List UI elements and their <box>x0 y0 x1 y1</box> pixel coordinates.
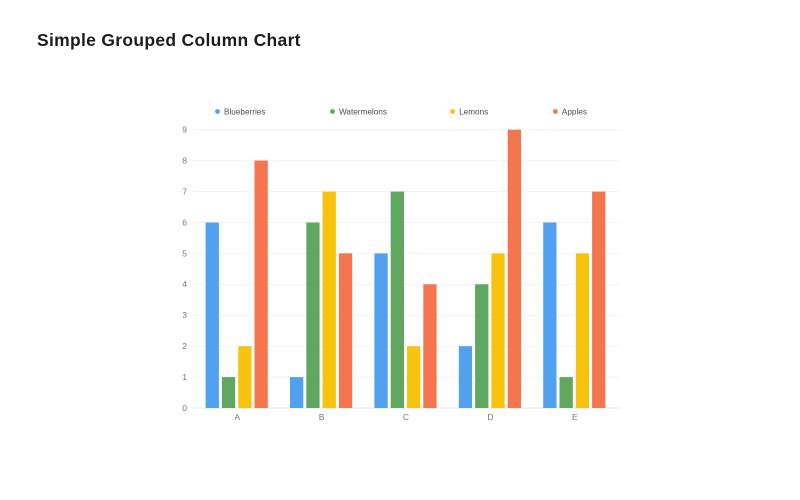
svg-text:D: D <box>487 412 493 422</box>
svg-text:1: 1 <box>182 372 187 382</box>
svg-text:Watermelons: Watermelons <box>339 108 387 117</box>
svg-text:Apples: Apples <box>562 108 587 117</box>
svg-text:E: E <box>572 412 578 422</box>
svg-text:8: 8 <box>182 156 187 166</box>
svg-text:6: 6 <box>182 217 187 227</box>
svg-text:4: 4 <box>182 279 187 289</box>
svg-text:0: 0 <box>182 403 187 413</box>
svg-text:3: 3 <box>182 310 187 320</box>
svg-text:5: 5 <box>182 248 187 258</box>
svg-text:Blueberries: Blueberries <box>224 108 265 117</box>
svg-text:A: A <box>234 412 240 422</box>
svg-text:Lemons: Lemons <box>459 108 488 117</box>
svg-text:C: C <box>403 412 409 422</box>
svg-text:7: 7 <box>182 187 187 197</box>
svg-text:B: B <box>319 412 325 422</box>
svg-text:9: 9 <box>182 125 187 135</box>
svg-text:2: 2 <box>182 341 187 351</box>
